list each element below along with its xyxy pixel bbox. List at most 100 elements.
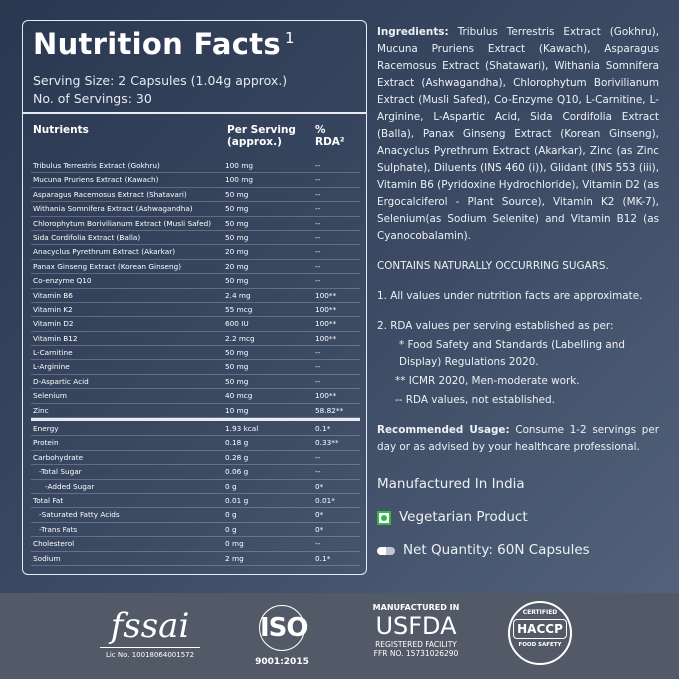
usfda-mark: USFDA xyxy=(375,612,457,640)
nutrient-name: Asparagus Racemosus Extract (Shatavari) xyxy=(33,189,187,199)
per-serving-value: 0.28 g xyxy=(225,452,249,462)
per-serving-value: 100 mg xyxy=(225,161,253,170)
note-1: 1. All values under nutrition facts are … xyxy=(377,290,643,302)
usage-label: Recommended Usage: xyxy=(377,424,510,436)
note-2b: ** ICMR 2020, Men-moderate work. xyxy=(395,375,580,387)
table-row: -Trans Fats 0 g 0* xyxy=(31,523,360,538)
rda-value: -- xyxy=(315,348,321,358)
nutrient-name: Panax Ginseng Extract (Korean Ginseng) xyxy=(33,261,182,271)
rda-value: -- xyxy=(315,218,321,228)
header-per-serving: Per Serving (approx.) xyxy=(227,124,296,148)
rda-value: -- xyxy=(315,452,321,462)
per-serving-value: 50 mg xyxy=(225,276,249,286)
table-row: Anacyclus Pyrethrum Extract (Akarkar) 20 … xyxy=(31,245,360,260)
sugars-note: CONTAINS NATURALLY OCCURRING SUGARS. xyxy=(377,260,609,272)
per-serving-value: 50 mg xyxy=(225,218,249,228)
per-serving-value: 55 mcg xyxy=(225,304,253,314)
header-rda: % RDA² xyxy=(315,124,345,148)
nutrient-name: L-Carnitine xyxy=(33,348,73,358)
rda-value: -- xyxy=(315,204,321,214)
nutrient-name: -Saturated Fatty Acids xyxy=(39,510,120,520)
note-2-text: 2. RDA values per serving established as… xyxy=(377,320,614,332)
nutrition-title: Nutrition Facts 1 xyxy=(33,27,295,61)
table-row: Mucuna Pruriens Extract (Kawach) 100 mg -- xyxy=(31,173,360,188)
serving-size: Serving Size: 2 Capsules (1.04g approx.) xyxy=(33,73,288,88)
nutrient-table: Tribulus Terrestris Extract (Gokhru) 100 … xyxy=(31,159,360,566)
table-row: Vitamin B6 2.4 mg 100** xyxy=(31,289,360,303)
per-serving-value: 0 g xyxy=(225,510,237,520)
per-serving-value: 0 g xyxy=(225,524,237,534)
rda-value: -- xyxy=(315,189,321,199)
divider xyxy=(23,112,366,114)
ingredients: Ingredients: Tribulus Terrestris Extract… xyxy=(377,24,659,245)
rda-value: -- xyxy=(315,161,321,170)
servings-count: No. of Servings: 30 xyxy=(33,91,152,106)
rda-value: -- xyxy=(315,467,321,477)
table-row: -Added Sugar 0 g 0* xyxy=(31,480,360,494)
nutrient-name: -Added Sugar xyxy=(45,481,95,491)
haccp-mark: HACCP xyxy=(513,619,567,639)
nutrient-name: -Total Sugar xyxy=(39,467,82,477)
iso-number: 9001:2015 xyxy=(255,657,309,667)
iso-mark: ISO xyxy=(259,605,309,651)
table-row: Energy 1.93 kcal 0.1* xyxy=(31,422,360,437)
note-2: 2. RDA values per serving established as… xyxy=(377,318,659,409)
table-row: -Saturated Fatty Acids 0 g 0* xyxy=(31,508,360,523)
per-serving-value: 0.18 g xyxy=(225,438,249,448)
nutrition-facts-panel: Nutrition Facts 1 Serving Size: 2 Capsule… xyxy=(22,20,367,575)
per-serving-value: 50 mg xyxy=(225,362,249,372)
nutrient-name: Total Fat xyxy=(33,495,64,505)
table-row: L-Carnitine 50 mg -- xyxy=(31,346,360,361)
rda-value: 0* xyxy=(315,481,324,491)
fssai-license: Lic No. 10018064001572 xyxy=(105,651,195,659)
rda-value: 0.33** xyxy=(315,438,339,448)
rda-value: 100** xyxy=(315,290,337,300)
haccp-logo: CERTIFIED HACCP FOOD SAFETY xyxy=(508,601,572,665)
section-divider xyxy=(31,418,360,422)
per-serving-value: 50 mg xyxy=(225,348,249,358)
table-row: Cholesterol 0 mg -- xyxy=(31,537,360,552)
note-2a: * Food Safety and Standards (Labelling a… xyxy=(399,339,625,368)
rda-value: -- xyxy=(315,376,321,386)
table-row: Vitamin K2 55 mcg 100** xyxy=(31,303,360,318)
nutrient-name: Vitamin B6 xyxy=(33,290,73,300)
table-row: Panax Ginseng Extract (Korean Ginseng) 20… xyxy=(31,260,360,275)
per-serving-value: 0.01 g xyxy=(225,495,249,505)
usfda-top: MANUFACTURED IN xyxy=(372,603,460,612)
table-row: Asparagus Racemosus Extract (Shatavari) 5… xyxy=(31,188,360,203)
nutrient-name: Zinc xyxy=(33,405,49,415)
per-serving-value: 0.06 g xyxy=(225,467,249,477)
usage: Recommended Usage: Consume 1-2 servings … xyxy=(377,422,659,456)
usfda-ffr: FFR NO. 15731026290 xyxy=(373,649,459,658)
per-serving-value: 10 mg xyxy=(225,405,249,415)
rda-value: 0.1* xyxy=(315,424,331,434)
nutrient-name: Withania Somnifera Extract (Ashwagandha) xyxy=(33,204,193,214)
rda-value: -- xyxy=(315,247,321,257)
fssai-logo: fssai Lic No. 10018064001572 xyxy=(100,605,200,659)
rda-value: 100** xyxy=(315,333,337,343)
certification-footer: fssai Lic No. 10018064001572 ISO 9001:20… xyxy=(0,593,679,679)
table-row: Vitamin D2 600 IU 100** xyxy=(31,317,360,332)
ingredients-text: Tribulus Terrestris Extract (Gokhru), Mu… xyxy=(377,26,659,242)
rda-value: 0.01* xyxy=(315,495,335,505)
table-row: Sodium 2 mg 0.1* xyxy=(31,552,360,566)
per-serving-value: 0 mg xyxy=(225,539,244,549)
per-serving-value: 2.2 mcg xyxy=(225,333,255,343)
rda-value: 100** xyxy=(315,304,337,314)
rda-value: -- xyxy=(315,261,321,271)
veg-product: Vegetarian Product xyxy=(377,509,659,526)
rda-value: 0* xyxy=(315,524,324,534)
table-row: Protein 0.18 g 0.33** xyxy=(31,436,360,451)
table-row: Withania Somnifera Extract (Ashwagandha)… xyxy=(31,202,360,217)
per-serving-value: 20 mg xyxy=(225,247,249,257)
capsule-icon xyxy=(377,546,395,555)
net-quantity: Net Quantity: 60N Capsules xyxy=(377,542,659,559)
rda-value: 100** xyxy=(315,319,337,329)
rda-value: -- xyxy=(315,232,321,242)
usfda-registered: REGISTERED FACILITY xyxy=(375,640,457,649)
nutrient-name: Co-enzyme Q10 xyxy=(33,276,92,286)
nutrient-name: Cholesterol xyxy=(33,539,75,549)
nutrient-name: L-Arginine xyxy=(33,362,70,372)
nutrient-name: Vitamin K2 xyxy=(33,304,73,314)
nutrient-name: Mucuna Pruriens Extract (Kawach) xyxy=(33,175,159,185)
